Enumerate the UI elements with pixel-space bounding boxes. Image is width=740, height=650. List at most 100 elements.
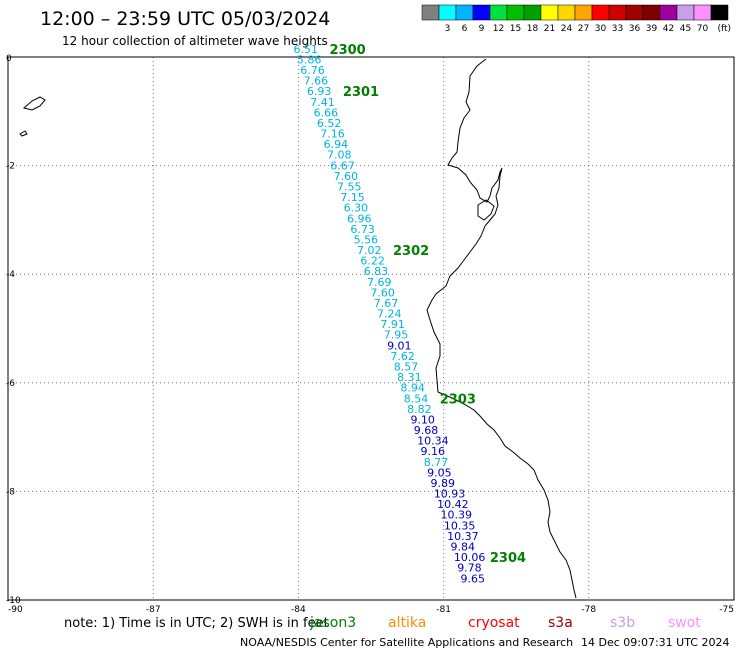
- scale-swatch: [642, 4, 661, 21]
- swh-value: 8.57: [394, 361, 419, 374]
- time-mark: 2304: [490, 551, 526, 566]
- swh-value: 6.22: [360, 255, 385, 268]
- swh-value: 7.24: [377, 308, 402, 321]
- scale-swatch: [710, 4, 729, 21]
- time-mark: 2302: [393, 244, 429, 259]
- swh-value: 8.54: [404, 392, 429, 405]
- scale-swatch: [591, 4, 610, 21]
- swh-value: 10.37: [447, 530, 479, 543]
- time-mark: 2301: [343, 85, 379, 100]
- map-title: 12:00 – 23:59 UTC 05/03/2024: [40, 8, 330, 30]
- swh-value: 7.55: [337, 181, 362, 194]
- lat-lon-grid: -90 -87 -84 -81 -78 -75 0 -2 -4 -6 -8 -10: [6, 54, 734, 615]
- mission-s3a: s3a: [548, 615, 573, 631]
- swh-value: 6.76: [300, 64, 325, 77]
- swh-value: 7.15: [340, 191, 365, 204]
- swh-value: 7.67: [374, 297, 399, 310]
- footer-note: note: 1) Time is in UTC; 2) SWH is in fe…: [64, 616, 329, 631]
- swh-value: 10.42: [437, 498, 469, 511]
- swh-value: 7.69: [367, 276, 392, 289]
- swh-value: 9.16: [420, 445, 445, 458]
- scale-label: 3: [445, 24, 451, 34]
- scale-label: 6: [462, 24, 468, 34]
- scale-swatch: [557, 4, 576, 21]
- scale-swatch: [506, 4, 525, 21]
- map-subtitle: 12 hour collection of altimeter wave hei…: [62, 34, 328, 48]
- swh-value: 7.60: [334, 170, 359, 183]
- swh-value: 6.51: [294, 43, 319, 56]
- galapagos-island-small: [19, 130, 28, 137]
- scale-swatch: [523, 4, 542, 21]
- swh-value: 8.77: [424, 456, 449, 469]
- swh-value: 10.06: [454, 551, 486, 564]
- scale-label: 39: [646, 24, 658, 34]
- swh-value: 8.82: [407, 403, 432, 416]
- scale-swatch: [421, 4, 440, 21]
- y-tick-label: -2: [6, 162, 15, 172]
- mission-altika: altika: [388, 615, 426, 631]
- altimeter-track: 6.515.866.767.666.937.416.666.527.166.94…: [294, 43, 526, 585]
- scale-label: 36: [629, 24, 641, 34]
- swh-value: 7.41: [310, 96, 335, 109]
- scale-swatch: [540, 4, 559, 21]
- scale-label: 18: [527, 24, 539, 34]
- scale-swatch: [472, 4, 491, 21]
- swh-value: 9.84: [451, 541, 476, 554]
- x-tick-label: -75: [719, 605, 734, 615]
- coastline-gulf-island: [477, 199, 495, 221]
- scale-label: 27: [578, 24, 589, 34]
- scale-swatch: [659, 4, 678, 21]
- swh-value: 9.10: [410, 413, 435, 426]
- swh-value: 9.89: [430, 477, 455, 490]
- time-mark: 2300: [330, 43, 366, 58]
- swh-value: 6.30: [344, 202, 369, 215]
- swh-value: 7.66: [304, 75, 329, 88]
- swh-value: 9.05: [427, 466, 452, 479]
- x-tick-label: -78: [581, 605, 596, 615]
- y-tick-label: 0: [6, 54, 12, 64]
- swh-value: 10.35: [444, 519, 476, 532]
- mission-cryosat: cryosat: [468, 615, 520, 631]
- swh-value: 6.52: [317, 117, 342, 130]
- swh-value: 6.93: [307, 85, 332, 98]
- swh-value: 10.34: [417, 435, 449, 448]
- scale-label: 24: [561, 24, 573, 34]
- scale-label: 42: [663, 24, 674, 34]
- swh-value: 7.08: [327, 149, 352, 162]
- y-tick-label: -6: [6, 379, 15, 389]
- swh-value: 9.78: [457, 562, 482, 575]
- color-scale-legend: 3 6 9 12 15 18 21 24 27 30 33 36 39 42 45 70 (ft): [421, 4, 731, 34]
- scale-label: 33: [612, 24, 623, 34]
- swh-value: 7.60: [370, 286, 395, 299]
- galapagos-island-large: [22, 96, 46, 111]
- y-tick-label: -4: [6, 270, 15, 280]
- swh-value: 6.94: [324, 138, 349, 151]
- swh-value: 8.31: [397, 371, 422, 384]
- swh-value: 6.96: [347, 212, 372, 225]
- scale-swatch: [676, 4, 695, 21]
- mission-jason3: jason3: [309, 615, 356, 631]
- mission-swot: swot: [668, 615, 701, 631]
- y-tick-label: -8: [6, 487, 15, 497]
- x-tick-label: -81: [436, 605, 451, 615]
- y-tick-label: -10: [6, 596, 21, 606]
- scale-label: 15: [510, 24, 521, 34]
- scale-swatch: [455, 4, 474, 21]
- x-tick-label: -84: [291, 605, 306, 615]
- swh-value: 5.86: [297, 53, 322, 66]
- swh-value: 9.68: [414, 424, 439, 437]
- map-frame: [7, 56, 735, 601]
- scale-label: 30: [595, 24, 607, 34]
- mission-legend: jason3 altika cryosat s3a s3b swot: [309, 615, 701, 631]
- scale-unit: (ft): [717, 24, 731, 34]
- footer-timestamp: 14 Dec 09:07:31 UTC 2024: [581, 636, 729, 649]
- x-tick-label: -87: [146, 605, 161, 615]
- scale-swatch: [438, 4, 457, 21]
- coastline-mainland: [426, 58, 577, 599]
- scale-swatch: [625, 4, 644, 21]
- scale-label: 21: [544, 24, 555, 34]
- swh-value: 8.94: [400, 382, 425, 395]
- scale-swatch: [608, 4, 627, 21]
- scale-swatch: [693, 4, 712, 21]
